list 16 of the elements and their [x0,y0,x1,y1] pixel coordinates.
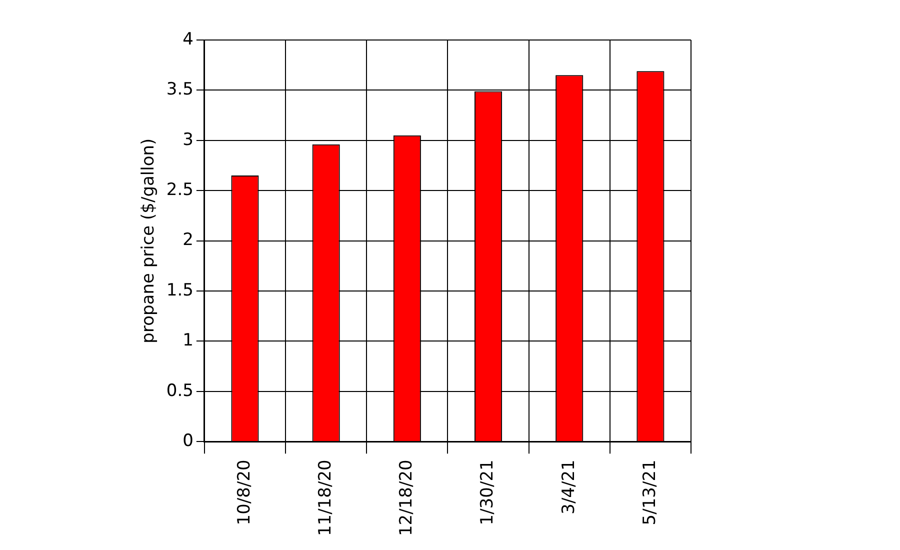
x-tick-label: 10/8/20 [234,460,254,526]
y-tick-label: 2 [182,230,194,250]
y-axis-title: propane price ($/gallon) [138,138,159,344]
x-tick-label: 12/18/20 [396,460,417,536]
x-tick-label: 3/4/21 [558,460,579,514]
x-tick-label: 1/30/21 [478,460,498,526]
y-tick-label: 3 [182,130,194,150]
y-tick-label: 2.5 [166,180,194,200]
y-tick-label: 4 [182,29,194,50]
y-tick-label: 1 [182,330,194,351]
y-tick-label: 0 [182,431,194,452]
x-tick-label: 11/18/20 [316,460,336,536]
y-tick-label: 1.5 [166,280,194,300]
y-tick-label: 3.5 [166,80,194,100]
x-tick-label: 5/13/21 [640,460,660,526]
y-tick-label: 0.5 [166,380,194,401]
